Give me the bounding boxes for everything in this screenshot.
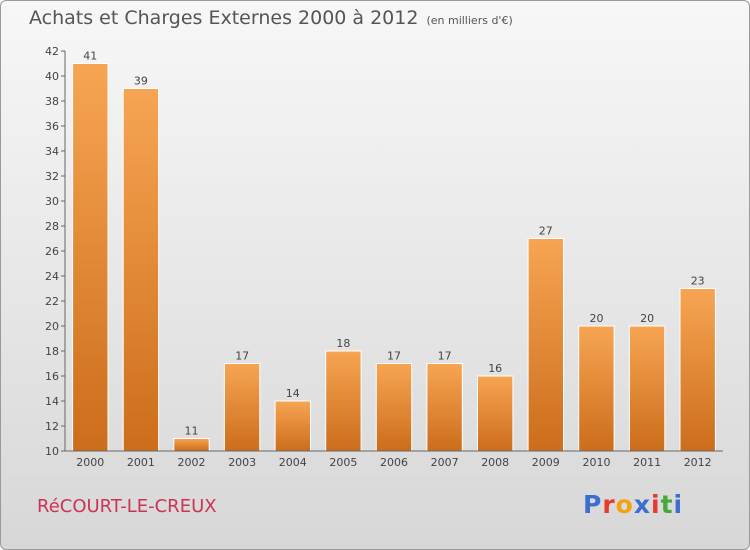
chart-unit-note: (en milliers d'€) — [426, 14, 513, 27]
data-label-2012: 23 — [691, 275, 705, 288]
y-tick-label-24: 24 — [45, 270, 59, 283]
y-tick-label-26: 26 — [45, 245, 59, 258]
x-tick-label-2005: 2005 — [329, 456, 357, 469]
bar-2010 — [578, 325, 615, 452]
y-tick-label-34: 34 — [45, 145, 59, 158]
data-label-2004: 14 — [286, 387, 300, 400]
data-label-2010: 20 — [590, 312, 604, 325]
bar-2012 — [679, 288, 716, 452]
data-label-2006: 17 — [387, 350, 401, 363]
x-tick-label-2009: 2009 — [532, 456, 560, 469]
y-tick-label-28: 28 — [45, 220, 59, 233]
x-tick-label-2004: 2004 — [279, 456, 307, 469]
x-tick-label-2008: 2008 — [481, 456, 509, 469]
y-tick-label-18: 18 — [45, 345, 59, 358]
data-label-2011: 20 — [640, 312, 654, 325]
logo-letter: t — [660, 490, 674, 519]
bar-2011 — [628, 325, 666, 452]
data-label-2007: 17 — [438, 350, 452, 363]
data-label-2005: 18 — [336, 337, 350, 350]
bar-2007 — [426, 363, 463, 452]
bar-2005 — [325, 350, 362, 452]
bar-2000 — [72, 63, 109, 452]
logo-letter: P — [583, 490, 603, 519]
data-label-2009: 27 — [539, 225, 553, 238]
logo-letter: i — [673, 490, 684, 519]
bar-2002 — [173, 438, 210, 452]
y-tick-label-32: 32 — [45, 170, 59, 183]
data-label-2000: 41 — [83, 50, 97, 63]
x-tick-label-2000: 2000 — [76, 456, 104, 469]
proxiti-logo: Proxiti — [583, 490, 683, 519]
logo-letter: o — [615, 490, 634, 519]
x-tick-label-2006: 2006 — [380, 456, 408, 469]
bar-2001 — [122, 88, 160, 452]
bar-2003 — [223, 363, 261, 452]
x-tick-label-2002: 2002 — [178, 456, 206, 469]
x-tick-label-2003: 2003 — [228, 456, 256, 469]
y-tick-label-16: 16 — [45, 370, 59, 383]
x-tick-label-2011: 2011 — [633, 456, 661, 469]
y-tick-label-36: 36 — [45, 120, 59, 133]
y-tick-label-22: 22 — [45, 295, 59, 308]
y-tick-label-38: 38 — [45, 95, 59, 108]
y-tick-label-42: 42 — [45, 45, 59, 58]
logo-letter: r — [602, 490, 616, 519]
y-tick-label-12: 12 — [45, 420, 59, 433]
y-tick-label-40: 40 — [45, 70, 59, 83]
commune-name: RéCOURT-LE-CREUX — [37, 496, 217, 517]
y-tick-label-20: 20 — [45, 320, 59, 333]
logo-letter: x — [633, 490, 651, 519]
data-label-2002: 11 — [185, 425, 199, 438]
data-label-2001: 39 — [134, 75, 148, 88]
bar-2009 — [527, 238, 564, 452]
x-tick-label-2007: 2007 — [431, 456, 459, 469]
y-tick-label-14: 14 — [45, 395, 59, 408]
bar-2006 — [375, 363, 413, 452]
x-tick-label-2012: 2012 — [684, 456, 712, 469]
bar-2008 — [477, 375, 514, 452]
logo-letter: i — [651, 490, 661, 519]
data-label-2003: 17 — [235, 350, 249, 363]
chart-title-block: Achats et Charges Externes 2000 à 2012 (e… — [29, 7, 513, 29]
chart-title: Achats et Charges Externes 2000 à 2012 — [29, 7, 419, 29]
bar-2004 — [274, 400, 312, 452]
y-tick-label-10: 10 — [45, 445, 59, 458]
y-tick-label-30: 30 — [45, 195, 59, 208]
data-label-2008: 16 — [488, 362, 502, 375]
x-tick-label-2001: 2001 — [127, 456, 155, 469]
x-tick-label-2010: 2010 — [583, 456, 611, 469]
